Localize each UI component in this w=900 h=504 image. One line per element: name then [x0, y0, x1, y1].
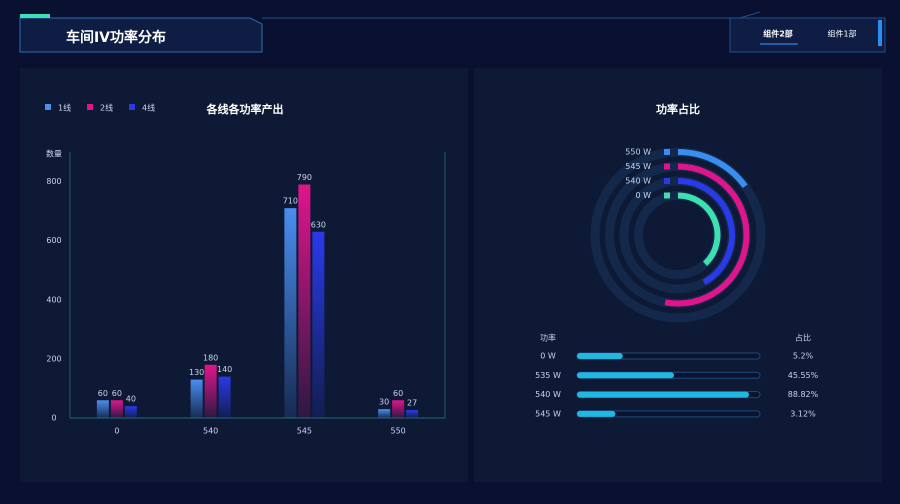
- ring-swatch: [664, 178, 670, 184]
- chart-title: 各线各功率产出: [206, 102, 284, 116]
- ring-label: 540 W: [625, 177, 651, 186]
- value-label: 130: [189, 368, 204, 377]
- value-label: 60: [98, 389, 108, 398]
- value-label: 630: [311, 220, 326, 229]
- legend-label: 1线: [58, 103, 71, 113]
- x-tick-label: 545: [297, 427, 312, 436]
- progress-bar: [577, 353, 623, 359]
- legend-label: 2线: [100, 103, 113, 113]
- value-label: 30: [379, 398, 389, 407]
- bar: [218, 376, 231, 418]
- ring-label: 0 W: [635, 191, 651, 200]
- bar: [96, 400, 109, 418]
- tab[interactable]: 组件1部: [827, 29, 856, 39]
- bar: [392, 400, 405, 418]
- tab-deco: [878, 20, 882, 46]
- bar: [204, 364, 217, 418]
- value-label: 710: [283, 197, 298, 206]
- value-label: 60: [112, 389, 122, 398]
- legend-label: 4线: [142, 103, 155, 113]
- chart-title: 功率占比: [656, 102, 700, 116]
- row-label: 0 W: [540, 352, 556, 361]
- value-label: 27: [407, 399, 417, 408]
- title-box: [19, 17, 263, 53]
- progress-bar: [577, 410, 616, 417]
- bar: [124, 406, 137, 418]
- ring-arc: [677, 192, 721, 266]
- value-label: 180: [203, 353, 218, 362]
- value-label: 790: [297, 173, 312, 182]
- bar: [298, 184, 311, 418]
- x-tick-label: 540: [203, 427, 218, 436]
- header-deco: [20, 14, 50, 18]
- ring-swatch: [664, 163, 670, 170]
- bar: [378, 409, 391, 418]
- ring-arc: [677, 149, 748, 189]
- row-value: 88.82%: [788, 390, 819, 399]
- progress-bar: [577, 372, 674, 379]
- column-header: 占比: [795, 333, 811, 343]
- y-tick-label: 400: [46, 295, 61, 304]
- row-value: 45.55%: [788, 371, 819, 380]
- ring-label: 545 W: [625, 162, 651, 171]
- row-value: 3.12%: [790, 409, 816, 418]
- x-tick-label: 0: [114, 427, 119, 436]
- y-tick-label: 200: [46, 354, 61, 363]
- ring-arc: [664, 163, 750, 307]
- legend-swatch: [129, 104, 135, 110]
- bar: [406, 410, 419, 418]
- progress-bar: [577, 391, 750, 398]
- row-value: 5.2%: [793, 352, 814, 361]
- bar: [284, 208, 297, 418]
- column-header: 功率: [540, 333, 556, 343]
- bar: [190, 379, 203, 418]
- value-label: 60: [393, 389, 403, 398]
- value-label: 140: [217, 365, 232, 374]
- panel: [20, 68, 468, 482]
- y-tick-label: 600: [46, 236, 61, 245]
- x-tick-label: 550: [390, 427, 405, 436]
- tab-box: [729, 17, 886, 53]
- legend-swatch: [45, 104, 51, 110]
- ring-swatch: [664, 192, 670, 199]
- page-title: 车间IV功率分布: [66, 29, 166, 46]
- tab[interactable]: 组件2部: [763, 29, 793, 39]
- row-label: 545 W: [535, 409, 561, 418]
- ring-label: 550 W: [625, 148, 651, 157]
- axis-label: 数量: [46, 149, 62, 159]
- y-tick-label: 0: [51, 414, 56, 423]
- legend-swatch: [87, 104, 93, 110]
- row-label: 535 W: [535, 371, 561, 380]
- value-label: 40: [126, 395, 136, 404]
- ring-swatch: [664, 149, 670, 155]
- ring-arc: [677, 178, 735, 285]
- row-label: 540 W: [535, 390, 561, 399]
- y-tick-label: 800: [46, 177, 61, 186]
- bar: [312, 231, 325, 418]
- bar: [110, 400, 123, 418]
